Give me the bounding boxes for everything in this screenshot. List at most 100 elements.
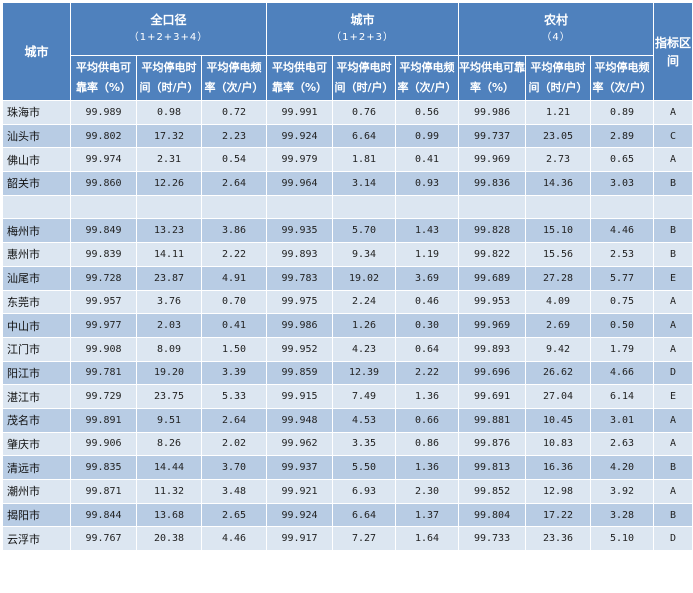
city-cell: 潮州市 bbox=[2, 479, 71, 504]
table-row: 潮州市 99.871 11.32 3.48 99.921 6.93 2.30 99.852 12… bbox=[2, 479, 693, 504]
table-row: 梅州市 99.849 13.23 3.86 99.935 5.70 1.43 99.828 15… bbox=[2, 218, 693, 244]
all-rate-cell: 99.977 bbox=[70, 313, 137, 338]
urban-rate-cell: 99.783 bbox=[266, 265, 334, 291]
rural-rate-cell: 99.737 bbox=[458, 123, 527, 149]
all-time-cell: 8.26 bbox=[136, 431, 202, 457]
urban-rate-cell: 99.917 bbox=[266, 526, 334, 552]
blank-cell bbox=[70, 194, 137, 220]
all-freq-cell: 2.23 bbox=[200, 123, 268, 149]
all-freq-cell: 5.33 bbox=[200, 384, 268, 409]
city-cell: 肇庆市 bbox=[2, 431, 71, 457]
header-group-all: 全口径 （1+2+3+4） bbox=[69, 2, 268, 56]
all-freq-cell: 3.39 bbox=[200, 360, 268, 386]
zone-cell: E bbox=[653, 265, 693, 291]
rural-freq-cell: 2.63 bbox=[590, 431, 655, 457]
header-index-zone: 指标区间 bbox=[653, 2, 693, 101]
all-time-cell: 23.87 bbox=[136, 265, 202, 291]
all-time-cell: 19.20 bbox=[136, 360, 202, 386]
urban-rate-cell: 99.924 bbox=[266, 123, 334, 149]
rural-freq-cell: 3.03 bbox=[590, 171, 655, 196]
rural-time-cell: 9.42 bbox=[525, 336, 592, 362]
table-row: 阳江市 99.781 19.20 3.39 99.859 12.39 2.22 99.696 2… bbox=[2, 360, 693, 386]
rural-time-cell: 10.45 bbox=[525, 407, 592, 433]
city-cell: 韶关市 bbox=[2, 171, 71, 196]
urban-rate-cell: 99.921 bbox=[266, 479, 334, 504]
blank-cell bbox=[266, 194, 334, 220]
urban-rate-cell: 99.975 bbox=[266, 289, 334, 315]
rural-freq-cell: 2.89 bbox=[590, 123, 655, 149]
urban-freq-cell: 1.36 bbox=[395, 384, 460, 409]
urban-rate-cell: 99.991 bbox=[266, 100, 334, 125]
all-freq-cell: 2.64 bbox=[200, 171, 268, 196]
rural-freq-cell: 6.14 bbox=[590, 384, 655, 409]
table-header: 城市 全口径 （1+2+3+4） 城市 （1+2+3） 农村 （4） 指标区间 … bbox=[2, 2, 693, 101]
urban-freq-cell: 1.36 bbox=[395, 455, 460, 480]
urban-freq-cell: 0.86 bbox=[395, 431, 460, 457]
table-row: 肇庆市 99.906 8.26 2.02 99.962 3.35 0.86 99.876 10.… bbox=[2, 431, 693, 457]
urban-time-cell: 3.35 bbox=[332, 431, 397, 457]
urban-freq-cell: 1.64 bbox=[395, 526, 460, 552]
rural-time-cell: 4.09 bbox=[525, 289, 592, 315]
blank-cell bbox=[136, 194, 202, 220]
rural-freq-cell: 4.20 bbox=[590, 455, 655, 480]
all-time-cell: 14.44 bbox=[136, 455, 202, 480]
blank-cell bbox=[525, 194, 592, 220]
zone-cell: B bbox=[653, 455, 693, 480]
header-city: 城市 bbox=[2, 2, 71, 101]
blank-cell bbox=[653, 194, 693, 220]
all-rate-cell: 99.871 bbox=[70, 479, 137, 504]
table-row: 韶关市 99.860 12.26 2.64 99.964 3.14 0.93 99.836 14… bbox=[2, 171, 693, 196]
rural-time-cell: 15.10 bbox=[525, 218, 592, 244]
urban-freq-cell: 0.93 bbox=[395, 171, 460, 196]
rural-rate-cell: 99.696 bbox=[458, 360, 527, 386]
zone-cell: B bbox=[653, 502, 693, 528]
urban-time-cell: 6.93 bbox=[332, 479, 397, 504]
urban-time-cell: 7.27 bbox=[332, 526, 397, 552]
zone-cell: A bbox=[653, 289, 693, 315]
urban-freq-cell: 1.37 bbox=[395, 502, 460, 528]
all-freq-cell: 2.22 bbox=[200, 242, 268, 267]
all-time-cell: 13.23 bbox=[136, 218, 202, 244]
zone-cell: A bbox=[653, 479, 693, 504]
blank-cell bbox=[395, 194, 460, 220]
all-rate-cell: 99.781 bbox=[70, 360, 137, 386]
header-col-time-urban: 平均停电时间（时/户） bbox=[332, 55, 397, 101]
urban-freq-cell: 0.66 bbox=[395, 407, 460, 433]
urban-freq-cell: 0.30 bbox=[395, 313, 460, 338]
all-freq-cell: 3.70 bbox=[200, 455, 268, 480]
rural-freq-cell: 3.92 bbox=[590, 479, 655, 504]
urban-time-cell: 1.26 bbox=[332, 313, 397, 338]
header-col-freq-urban: 平均停电频率（次/户） bbox=[395, 55, 460, 101]
rural-freq-cell: 1.79 bbox=[590, 336, 655, 362]
urban-rate-cell: 99.964 bbox=[266, 171, 334, 196]
zone-cell: B bbox=[653, 242, 693, 267]
rural-rate-cell: 99.733 bbox=[458, 526, 527, 552]
rural-rate-cell: 99.953 bbox=[458, 289, 527, 315]
rural-rate-cell: 99.986 bbox=[458, 100, 527, 125]
table-row: 茂名市 99.891 9.51 2.64 99.948 4.53 0.66 99.881 10.… bbox=[2, 407, 693, 433]
rural-freq-cell: 4.66 bbox=[590, 360, 655, 386]
zone-cell: B bbox=[653, 171, 693, 196]
urban-freq-cell: 1.43 bbox=[395, 218, 460, 244]
all-rate-cell: 99.729 bbox=[70, 384, 137, 409]
rural-freq-cell: 2.53 bbox=[590, 242, 655, 267]
urban-freq-cell: 3.69 bbox=[395, 265, 460, 291]
rural-rate-cell: 99.804 bbox=[458, 502, 527, 528]
rural-rate-cell: 99.876 bbox=[458, 431, 527, 457]
city-cell: 茂名市 bbox=[2, 407, 71, 433]
zone-cell: A bbox=[653, 147, 693, 173]
urban-time-cell: 5.50 bbox=[332, 455, 397, 480]
urban-rate-cell: 99.979 bbox=[266, 147, 334, 173]
all-time-cell: 0.98 bbox=[136, 100, 202, 125]
rural-time-cell: 23.36 bbox=[525, 526, 592, 552]
group-urban-subtitle: （1+2+3） bbox=[331, 32, 394, 43]
rural-time-cell: 16.36 bbox=[525, 455, 592, 480]
rural-rate-cell: 99.836 bbox=[458, 171, 527, 196]
table-row-blank bbox=[2, 194, 693, 220]
all-rate-cell: 99.844 bbox=[70, 502, 137, 528]
all-time-cell: 20.38 bbox=[136, 526, 202, 552]
rural-rate-cell: 99.969 bbox=[458, 147, 527, 173]
urban-time-cell: 19.02 bbox=[332, 265, 397, 291]
zone-cell: A bbox=[653, 100, 693, 125]
all-rate-cell: 99.835 bbox=[70, 455, 137, 480]
